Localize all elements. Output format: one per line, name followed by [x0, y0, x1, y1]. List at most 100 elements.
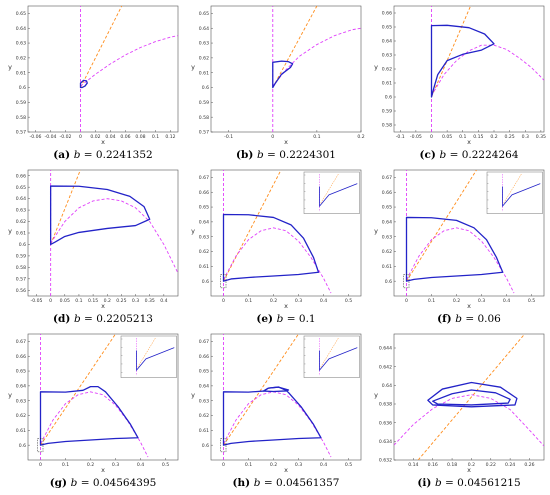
- caption-equals: =: [264, 149, 279, 161]
- x-axis-label: x: [467, 466, 471, 474]
- y-axis-label: y: [191, 391, 195, 399]
- x-tick-label: 0.12: [165, 134, 175, 140]
- y-tick-label: 0.63: [382, 234, 392, 240]
- subplot-b: -0.1 0 0.1 0.2 0.57 0.58 0.59 0.6 0.61 0.62 0.63 0.…: [191, 5, 365, 161]
- y-axis-label: y: [8, 63, 12, 71]
- x-tick-label: 0.35: [145, 298, 155, 304]
- subplot-g: 0 0.1 0.2 0.3 0.4 0.5 0.6 0.61 0.62 0.63 0.64 0.65 0…: [8, 333, 179, 489]
- x-tick-label: 0.4: [160, 298, 167, 304]
- x-tick-label: 0.35: [536, 134, 546, 140]
- y-tick-label: 0.67: [199, 175, 209, 181]
- x-tick-label: 0.1: [428, 298, 435, 304]
- series-orange-nullcline: [223, 170, 282, 282]
- y-tick-label: 0.64: [382, 219, 392, 225]
- x-tick-label: 0.04: [105, 134, 115, 140]
- y-tick-label: 0.64: [16, 383, 26, 389]
- panel-caption: (h) b = 0.04561357: [233, 477, 340, 489]
- subplot-d: -0.05 0 0.05 0.1 0.15 0.2 0.25 0.3 0.35 0.4 0.56 0.…: [8, 169, 179, 325]
- caption-variable: b: [71, 477, 78, 489]
- x-tick-label: 0.3: [112, 462, 119, 468]
- x-tick-label: 0.15: [88, 298, 98, 304]
- y-tick-label: 0.632: [379, 458, 392, 464]
- x-tick-label: 0: [271, 134, 274, 140]
- series-group: [79, 6, 178, 132]
- y-tick-label: 0.58: [382, 123, 392, 129]
- panel-caption: (a) b = 0.2241352: [53, 149, 152, 161]
- caption-letter: (i): [417, 477, 435, 489]
- panel-caption: (d) b = 0.2205213: [53, 313, 153, 325]
- series-limit-cycle: [79, 79, 88, 89]
- y-tick-label: 0.65: [199, 369, 209, 375]
- x-tick-label: 0: [430, 134, 433, 140]
- y-tick-label: 0.65: [16, 369, 26, 375]
- y-tick-label: 0.57: [199, 130, 209, 136]
- x-tick-label: 0.2: [490, 134, 497, 140]
- y-tick-label: 0.64: [382, 383, 392, 389]
- y-tick-label: 0.6: [202, 85, 209, 91]
- x-tick-label: 0.2: [453, 298, 460, 304]
- y-tick-label: 0.62: [199, 249, 209, 255]
- x-tick-label: 0.22: [486, 462, 496, 468]
- y-axis-label: y: [374, 391, 378, 399]
- y-tick-label: 0.6: [385, 279, 392, 285]
- x-tick-label: 0.5: [528, 298, 535, 304]
- x-tick-label: 0.2: [468, 462, 475, 468]
- x-tick-label: 0.16: [428, 462, 438, 468]
- y-tick-label: 0.642: [379, 364, 392, 370]
- x-tick-label: -0.05: [410, 134, 422, 140]
- x-tick-label: 0.25: [116, 298, 126, 304]
- zoom-box: [37, 438, 44, 453]
- caption-value: 0.04561357: [276, 477, 339, 489]
- y-tick-label: 0.67: [16, 339, 26, 345]
- inset-orange: [320, 337, 339, 368]
- x-tick-label: 0.2: [357, 134, 364, 140]
- caption-equals: =: [446, 149, 461, 161]
- series-orange-nullcline: [431, 6, 471, 98]
- inset-frame: [303, 171, 360, 214]
- caption-equals: =: [81, 313, 96, 325]
- x-tick-label: 0.1: [245, 298, 252, 304]
- x-tick-label: 0.3: [295, 298, 302, 304]
- y-tick-label: 0.61: [16, 70, 26, 76]
- x-tick-label: 0.1: [62, 462, 69, 468]
- y-tick-label: 0.67: [199, 339, 209, 345]
- series-limit-cycle-inner: [432, 389, 511, 406]
- x-tick-label: 0.1: [152, 134, 159, 140]
- caption-variable: b: [254, 477, 261, 489]
- caption-equals: =: [283, 313, 298, 325]
- x-tick-label: 0.3: [132, 298, 139, 304]
- y-tick-label: 0.61: [199, 70, 209, 76]
- x-tick-label: 0.4: [320, 298, 327, 304]
- x-tick-label: -0.06: [30, 134, 42, 140]
- y-tick-label: 0.636: [379, 420, 392, 426]
- plot-frame: [393, 5, 545, 133]
- x-axis-label: x: [284, 302, 288, 310]
- caption-value: 0.1: [299, 313, 316, 325]
- x-axis-label: x: [284, 466, 288, 474]
- panel-caption: (e) b = 0.1: [256, 313, 315, 325]
- y-axis-label: y: [374, 227, 378, 235]
- series-magenta-curve: [394, 394, 544, 447]
- series-orange-nullcline: [80, 6, 123, 88]
- caption-equals: =: [462, 313, 477, 325]
- series-group: [222, 334, 332, 460]
- x-tick-label: 0.26: [524, 462, 534, 468]
- y-tick-label: 0.63: [16, 208, 26, 214]
- y-tick-label: 0.65: [16, 185, 26, 191]
- x-tick-label: 0.2: [87, 462, 94, 468]
- caption-variable: b: [435, 477, 442, 489]
- x-axis-label: x: [101, 466, 105, 474]
- inset-orange: [137, 337, 156, 368]
- panel-caption: (f) b = 0.06: [437, 313, 501, 325]
- zoom-box: [403, 274, 410, 289]
- inset-orange: [503, 173, 522, 204]
- y-tick-label: 0.59: [199, 100, 209, 106]
- y-tick-label: 0.63: [199, 41, 209, 47]
- series-small-loop: [262, 386, 290, 393]
- y-axis-label: y: [8, 391, 12, 399]
- x-tick-label: 0: [79, 134, 82, 140]
- subplot-c: -0.1 -0.05 0 0.05 0.1 0.15 0.2 0.25 0.3 0.35 0.58 0…: [374, 5, 546, 161]
- caption-value: 0.04561215: [457, 477, 520, 489]
- series-group: [39, 334, 149, 460]
- inset-cycle: [319, 183, 358, 208]
